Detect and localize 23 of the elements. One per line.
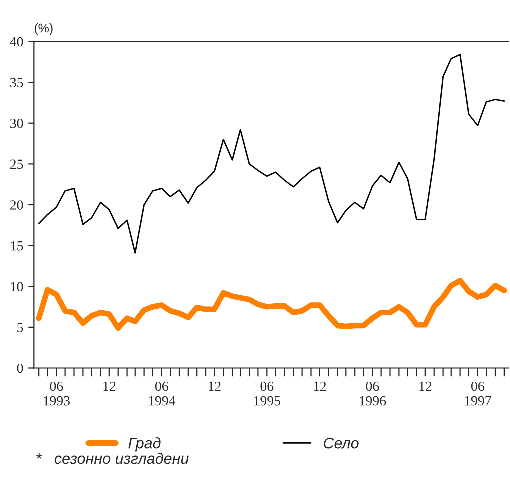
y-tick-label: 25: [10, 160, 24, 170]
x-tick-label: 12: [314, 382, 326, 392]
y-tick-label: 20: [10, 200, 24, 210]
y-tick-label: 0: [17, 364, 24, 374]
x-tick-label: 12: [420, 382, 432, 392]
y-tick-label: 10: [11, 282, 24, 292]
legend-label: Село: [324, 438, 359, 449]
line-series: [38, 54, 506, 254]
x-tick-label: 06 1997: [465, 382, 492, 406]
text: * сезонно изгладени: [36, 452, 189, 464]
y-tick-label: 15: [11, 241, 24, 251]
y-axis-title: (%): [34, 24, 53, 36]
y-tick-label: 30: [10, 118, 24, 128]
x-tick-label: 06 1993: [44, 382, 70, 406]
legend-label: Град: [128, 438, 161, 452]
x-tick-label: 12: [104, 382, 116, 392]
y-tick-label: 40: [10, 37, 24, 47]
x-tick-label: 06 1994: [149, 382, 176, 406]
x-tick-label: 06 1995: [254, 382, 280, 406]
y-tick-label: 35: [10, 78, 24, 88]
x-tick-label: 06 1996: [360, 382, 386, 406]
y-tick-label: 5: [18, 323, 24, 332]
x-tick-label: 12: [208, 382, 221, 392]
